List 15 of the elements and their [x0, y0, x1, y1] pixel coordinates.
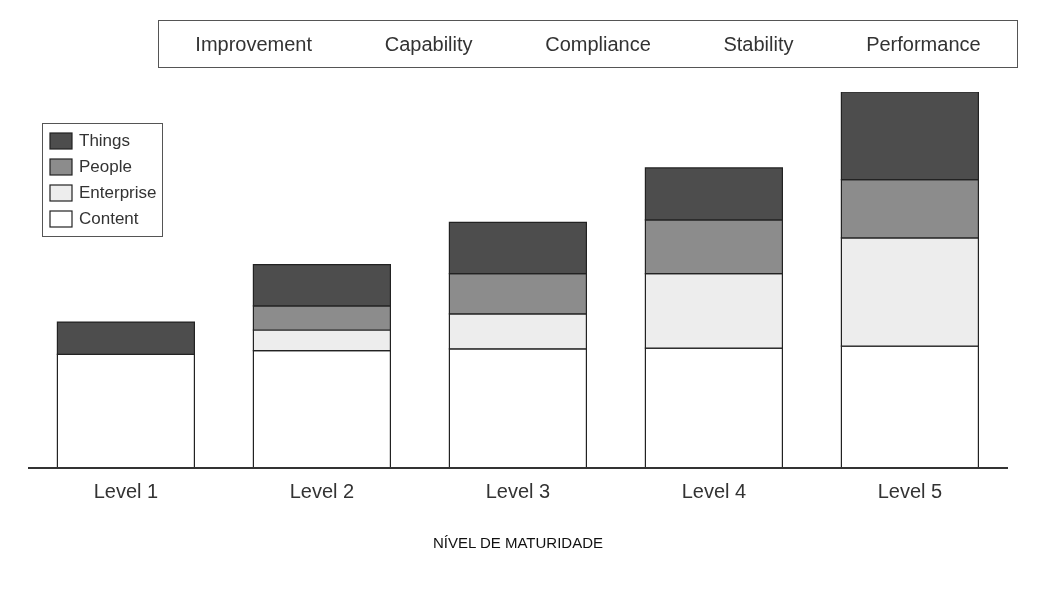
x-tick-label: Level 4	[681, 480, 747, 503]
legend-label: Content	[79, 208, 139, 230]
legend-label: Enterprise	[79, 182, 157, 204]
legend-label: People	[79, 156, 132, 178]
x-tick-label: Level 2	[289, 480, 355, 503]
text: Improvement	[195, 32, 313, 56]
text: Compliance	[545, 32, 651, 56]
text: Performance	[866, 32, 981, 56]
text: Stability	[723, 32, 794, 56]
x-tick-label: Level 3	[485, 480, 551, 503]
x-tick-label: Level 5	[877, 480, 943, 503]
legend-label: Things	[79, 130, 131, 152]
text: Capability	[384, 32, 473, 56]
x-axis-title: NÍVEL DE MATURIDADE	[432, 534, 604, 551]
x-tick-label: Level 1	[93, 480, 159, 503]
